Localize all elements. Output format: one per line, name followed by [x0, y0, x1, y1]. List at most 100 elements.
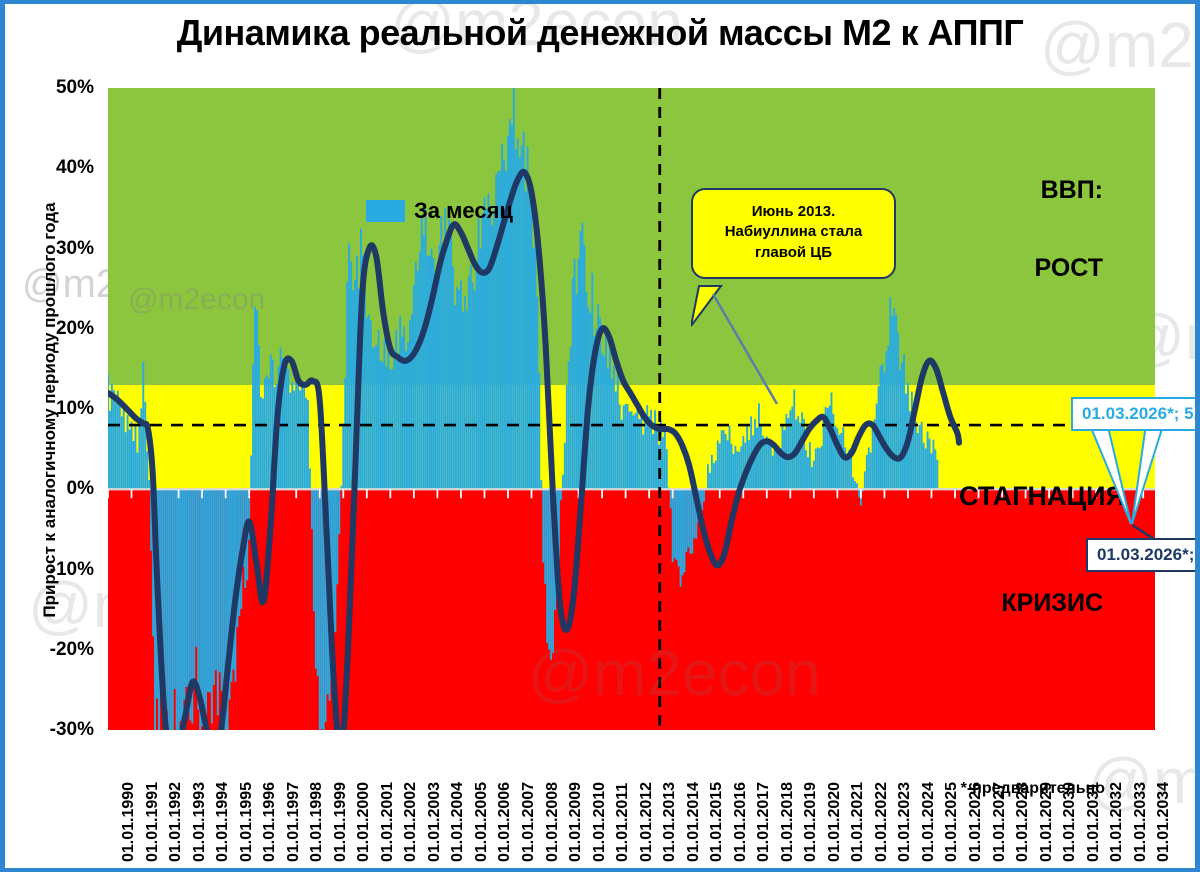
bar [834, 425, 837, 490]
bar [491, 225, 494, 490]
bar [350, 261, 353, 490]
x-tick-label: 01.01.2027 [990, 781, 1008, 862]
bar [538, 372, 541, 490]
bar [650, 409, 653, 490]
bar [620, 419, 623, 490]
bar [116, 390, 119, 490]
bar [609, 346, 611, 490]
bar [426, 255, 429, 490]
bar [132, 441, 135, 490]
bar [840, 432, 843, 490]
callout-line-1: Июнь 2013. [751, 203, 836, 220]
bar [673, 489, 676, 559]
bar [138, 419, 141, 490]
x-tick-label: 01.01.2028 [1014, 781, 1032, 862]
bar [652, 434, 654, 490]
bar [485, 208, 488, 490]
bar [432, 258, 435, 490]
bar [689, 489, 692, 554]
zone-band-growth [108, 88, 1155, 385]
bar [465, 310, 468, 490]
bar [383, 339, 386, 490]
bar [761, 435, 764, 490]
bar [299, 390, 302, 490]
bar [724, 434, 727, 490]
bar [216, 489, 219, 716]
bar [314, 489, 317, 669]
bar [720, 430, 723, 490]
bar [181, 489, 184, 720]
bar [152, 489, 155, 637]
bar [248, 489, 251, 540]
zone-label-growth: РОСТ [1034, 254, 1104, 282]
bar [301, 385, 304, 490]
bar [293, 390, 296, 490]
bar [507, 135, 509, 490]
bar [695, 489, 698, 539]
bar [550, 489, 553, 660]
bar [120, 416, 123, 490]
bar [395, 329, 398, 490]
bar [889, 297, 892, 490]
bar [701, 489, 704, 511]
bar [450, 234, 453, 490]
bar [428, 255, 431, 490]
bar [363, 252, 366, 490]
y-tick-label: -10% [49, 558, 94, 580]
x-tick-label: 01.01.2001 [378, 781, 396, 862]
bar [542, 489, 545, 563]
bar [516, 138, 519, 490]
callout-line-2: Набиуллина стала [724, 223, 863, 241]
bar [881, 364, 884, 490]
bar [303, 384, 305, 490]
bar [436, 284, 439, 490]
x-tick-label: 01.01.1993 [190, 781, 208, 862]
bar [928, 438, 931, 490]
bar [546, 489, 549, 644]
bar [260, 396, 262, 490]
x-tick-label: 01.01.1992 [167, 781, 185, 862]
bar [897, 332, 900, 490]
bar [261, 398, 264, 490]
bar [252, 364, 255, 490]
bar [744, 442, 747, 490]
bar [785, 413, 788, 490]
bar [232, 489, 235, 670]
bar [469, 265, 472, 490]
bar [685, 489, 688, 553]
bar [903, 354, 905, 490]
bar [524, 191, 527, 490]
bar [354, 279, 356, 490]
bar [187, 489, 190, 696]
bar [899, 370, 902, 490]
bar [410, 314, 413, 490]
bar [683, 489, 686, 573]
bar [122, 408, 125, 490]
bar [628, 411, 631, 490]
bar [565, 384, 568, 490]
bar [714, 460, 717, 490]
bar [869, 452, 872, 490]
bar [597, 304, 600, 490]
bar [871, 425, 874, 490]
bar [585, 292, 588, 490]
bar [822, 419, 825, 490]
y-tick-label: 30% [55, 237, 94, 259]
bar [285, 366, 288, 490]
bar [391, 368, 394, 490]
bar [377, 329, 380, 490]
bar [593, 336, 596, 490]
bar [750, 416, 753, 490]
bar [640, 413, 643, 490]
bar [185, 489, 188, 687]
bar [936, 459, 939, 490]
bar [722, 430, 725, 490]
bar [691, 489, 694, 554]
bar [771, 455, 774, 490]
bar [854, 481, 856, 490]
bar [318, 489, 321, 730]
bar [348, 243, 351, 490]
bar [361, 255, 364, 490]
datalabel-bar-value: 01.03.2026*; 4,9% [1086, 538, 1200, 572]
bar [742, 436, 745, 490]
